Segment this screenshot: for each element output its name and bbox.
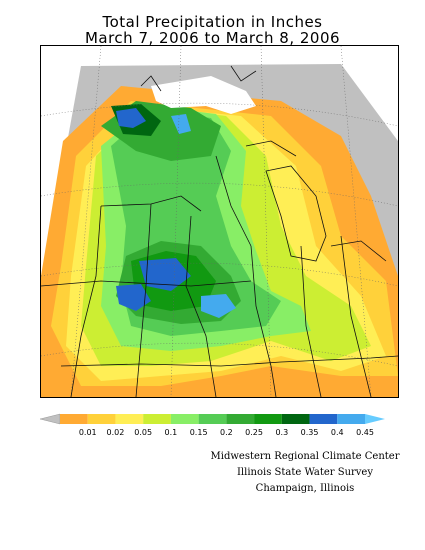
legend-swatch — [115, 414, 144, 424]
legend-tick-label: 0.25 — [245, 428, 263, 437]
credit-line-2: Illinois State Water Survey — [236, 467, 373, 478]
credit-line-1: Midwestern Regional Climate Center — [210, 451, 400, 462]
legend-swatch — [87, 414, 116, 424]
lake-superior — [151, 76, 256, 114]
legend-swatch — [143, 414, 171, 424]
credit-line-3: Champaign, Illinois — [255, 483, 355, 494]
precip-band-0-4-north — [116, 108, 146, 128]
map-title-line-2: March 7, 2006 to March 8, 2006 — [84, 29, 341, 47]
legend-swatch — [337, 414, 365, 424]
legend-swatch — [60, 414, 88, 424]
legend-swatches — [39, 413, 385, 425]
precipitation-legend: 0.01 0.02 0.05 0.1 0.15 0.2 0.25 0.3 0.35 0.4 0.45 — [39, 412, 385, 442]
map-title-line-1: Total Precipitation in Inches — [102, 13, 323, 31]
precipitation-map — [40, 45, 399, 398]
legend-tick-label: 0.35 — [301, 428, 319, 437]
legend-tick-label: 0.45 — [356, 428, 374, 437]
precip-band-0-4-missouri — [116, 284, 151, 311]
graticule — [41, 46, 398, 397]
legend-ticks: 0.01 0.02 0.05 0.1 0.15 0.2 0.25 0.3 0.35 0.4 0.45 — [79, 428, 374, 437]
legend-colorbar: 0.01 0.02 0.05 0.1 0.15 0.2 0.25 0.3 0.35 0.4 0.45 — [39, 413, 385, 437]
state-boundaries — [41, 65, 398, 397]
precip-band-0-4-iowa — [139, 258, 191, 291]
precip-band-0-45-illinois — [201, 294, 236, 318]
legend-swatch-above — [365, 414, 385, 424]
legend-swatch — [309, 414, 338, 424]
legend-swatch — [198, 414, 227, 424]
legend-tick-label: 0.2 — [220, 428, 233, 437]
legend-tick-label: 0.3 — [275, 428, 288, 437]
precip-band-0-45-superior — [171, 114, 191, 134]
legend-tick-label: 0.05 — [134, 428, 152, 437]
legend-tick-label: 0.15 — [190, 428, 208, 437]
legend-swatch — [281, 414, 310, 424]
legend-swatch — [226, 414, 255, 424]
legend-tick-label: 0.4 — [331, 428, 344, 437]
precipitation-map-graphic — [41, 46, 398, 397]
legend-tick-label: 0.02 — [107, 428, 125, 437]
legend-tick-label: 0.01 — [79, 428, 97, 437]
legend-swatch-below — [39, 413, 61, 425]
legend-swatch — [254, 414, 282, 424]
legend-tick-label: 0.1 — [165, 428, 178, 437]
legend-swatch — [170, 414, 199, 424]
